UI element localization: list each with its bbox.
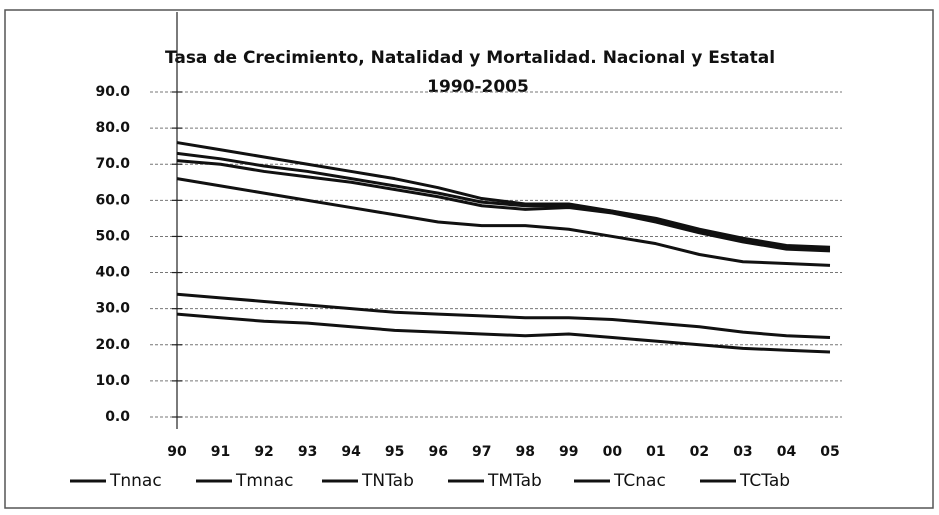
x-tick-label: 94 [341, 444, 361, 460]
x-tick-label: 96 [428, 444, 447, 460]
x-tick-label: 90 [167, 444, 187, 460]
legend-label: Tmnac [235, 471, 293, 491]
x-tick-label: 99 [559, 444, 578, 460]
x-tick-label: 95 [385, 444, 404, 460]
series-line [176, 312, 831, 354]
series-line [176, 159, 831, 253]
legend-label: Tnnac [109, 471, 162, 491]
y-tick-label: 0.0 [105, 409, 130, 425]
x-tick-label: 04 [777, 444, 797, 460]
y-tick-label: 70.0 [95, 156, 130, 172]
y-tick-label: 80.0 [95, 120, 130, 136]
y-tick-label: 20.0 [95, 337, 130, 353]
x-tick-label: 97 [472, 444, 491, 460]
legend-label: TNTab [361, 471, 414, 491]
series-line [176, 141, 831, 249]
chart-title: Tasa de Crecimiento, Natalidad y Mortali… [165, 48, 775, 68]
series-line [176, 151, 831, 251]
y-tick-label: 50.0 [95, 228, 130, 244]
x-tick-label: 05 [820, 444, 839, 460]
series-line [176, 177, 831, 267]
y-tick-label: 30.0 [95, 301, 130, 317]
chart-subtitle: 1990-2005 [427, 77, 529, 97]
x-tick-label: 01 [646, 444, 665, 460]
x-tick-label: 98 [516, 444, 535, 460]
y-tick-label: 60.0 [95, 192, 130, 208]
series-line [176, 292, 831, 340]
x-tick-label: 92 [254, 444, 273, 460]
legend-label: TCnac [613, 471, 666, 491]
y-tick-label: 10.0 [95, 373, 130, 389]
x-tick-label: 93 [298, 444, 317, 460]
x-tick-label: 03 [733, 444, 752, 460]
y-tick-label: 90.0 [95, 84, 130, 100]
x-tick-label: 91 [211, 444, 230, 460]
chart-frame [4, 9, 934, 509]
y-tick-label: 40.0 [95, 265, 130, 281]
x-tick-label: 00 [603, 444, 623, 460]
legend-label: TMTab [487, 471, 542, 491]
legend-label: TCTab [739, 471, 790, 491]
x-tick-label: 02 [690, 444, 709, 460]
